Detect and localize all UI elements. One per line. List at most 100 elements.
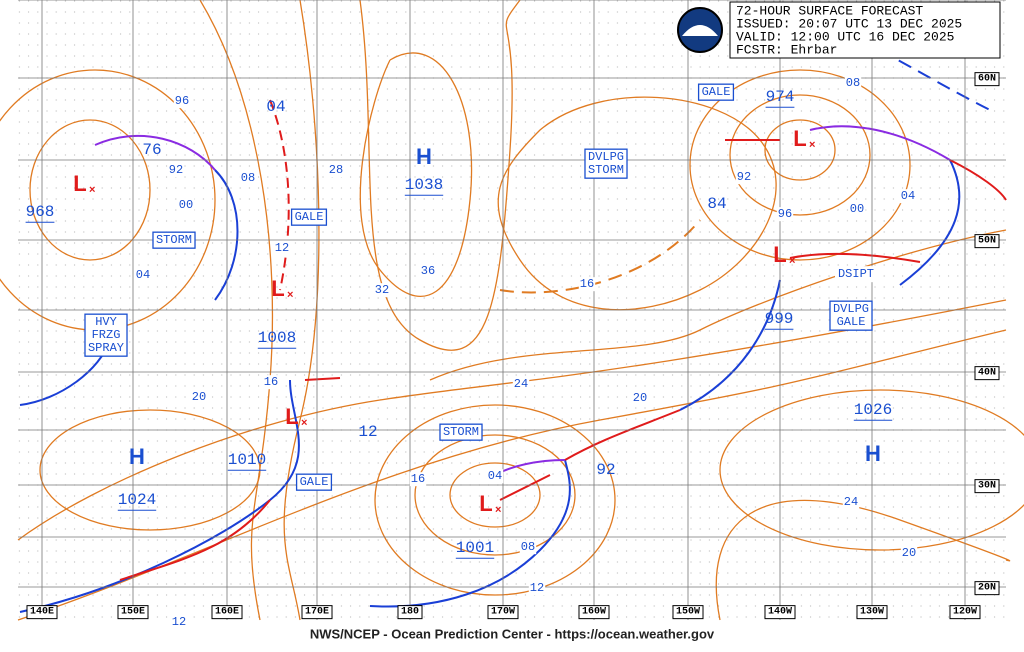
- secondary-pressure: 76: [142, 141, 161, 159]
- warning-line: FRZG: [92, 328, 121, 342]
- lat-label-box: [974, 479, 1000, 494]
- lon-label-box: [578, 605, 610, 620]
- center-pressure: 999: [765, 310, 794, 328]
- isobar-label: 08: [846, 76, 860, 90]
- secondary-pressure: 12: [358, 423, 377, 441]
- isobar-label-bg: [519, 540, 537, 555]
- lon-label: 130W: [860, 607, 884, 618]
- isobar-label-bg: [842, 495, 860, 510]
- isobar-label: 20: [633, 391, 647, 405]
- isobar-label: 20: [902, 546, 916, 560]
- isobar-label-bg: [173, 94, 191, 109]
- isobar-label: 08: [521, 540, 535, 554]
- isobar-label: 96: [175, 94, 189, 108]
- center-pressure: 1001: [456, 539, 494, 557]
- isobar-label-bg: [373, 283, 391, 298]
- lon-label: 150W: [676, 607, 700, 618]
- isobar-label: 24: [844, 495, 858, 509]
- warning-box: [829, 300, 873, 331]
- isobar-label: 92: [737, 170, 751, 184]
- lon-label-box: [764, 605, 796, 620]
- fronts: [19, 39, 1007, 613]
- isobar-label: 32: [375, 283, 389, 297]
- labels: 60N 50N 40N 30N 20N 140E 150E 160E 170E 180 170W 16…: [25, 72, 1000, 630]
- isobar-label: 36: [421, 264, 435, 278]
- center-pressure: 1026: [854, 401, 892, 419]
- lat-label: 20N: [978, 583, 996, 594]
- header-line: 72-HOUR SURFACE FORECAST: [736, 3, 923, 18]
- isobar-label-bg: [900, 546, 918, 561]
- center-x: ×: [287, 289, 293, 301]
- isobar-label-bg: [899, 189, 917, 204]
- center-letter: L: [73, 171, 86, 196]
- lon-label-box: [301, 605, 333, 620]
- footer: NWS/NCEP - Ocean Prediction Center - htt…: [310, 626, 715, 641]
- center-letter: H: [416, 144, 432, 169]
- isobar-label-bg: [735, 170, 753, 185]
- lon-label: 160W: [582, 607, 606, 618]
- center-pressure: 1010: [228, 451, 266, 469]
- warning-line: DVLPG: [588, 150, 624, 164]
- center-letter: L: [793, 126, 806, 151]
- isobar-label-bg: [262, 375, 280, 390]
- isobar-label-bg: [528, 581, 546, 596]
- warning-box: [295, 473, 333, 491]
- center-letter: L: [773, 242, 786, 267]
- center-letter: L: [285, 404, 298, 429]
- header-line: ISSUED: 20:07 UTC 13 DEC 2025: [736, 16, 962, 31]
- isobar-label-bg: [177, 198, 195, 213]
- lon-label-box: [672, 605, 704, 620]
- lat-label: 30N: [978, 481, 996, 492]
- isobar-label-bg: [578, 277, 596, 292]
- lat-label-box: [974, 234, 1000, 249]
- warning-box: [84, 313, 128, 357]
- isobar-label-bg: [273, 241, 291, 256]
- lon-label-box: [397, 605, 423, 620]
- isobar-label: 96: [778, 207, 792, 221]
- lon-label: 160E: [215, 607, 239, 618]
- isobar-label: 20: [192, 390, 206, 404]
- isobar-label-bg: [239, 171, 257, 186]
- isobar-label-bg: [170, 615, 188, 630]
- isobar-label-bg: [190, 390, 208, 405]
- lon-label-box: [856, 605, 888, 620]
- lon-label: 140W: [768, 607, 792, 618]
- warning: STORM: [439, 423, 483, 441]
- warning: GALE: [290, 208, 328, 226]
- isobar-label: 28: [329, 163, 343, 177]
- isobar-label: 04: [901, 189, 915, 203]
- warning-line: STORM: [156, 233, 192, 247]
- lat-label: 60N: [978, 74, 996, 85]
- lon-label-box: [117, 605, 149, 620]
- isobar-label-bg: [776, 207, 794, 222]
- isobar-label: 12: [530, 581, 544, 595]
- center-letter: L: [479, 491, 492, 516]
- lon-label: 120W: [953, 607, 977, 618]
- isobar-label: 12: [275, 241, 289, 255]
- secondary-pressure: 84: [707, 195, 726, 213]
- isobar-label-bg: [848, 202, 866, 217]
- isobar-label-bg: [409, 472, 427, 487]
- warning-box: [584, 148, 628, 179]
- center-pressure: 974: [766, 88, 795, 106]
- center-x: ×: [89, 184, 95, 196]
- warning-line: GALE: [300, 475, 329, 489]
- warning-line: SPRAY: [88, 341, 124, 355]
- isobar-label-bg: [631, 391, 649, 406]
- lon-label-box: [26, 605, 58, 620]
- lat-label: 50N: [978, 236, 996, 247]
- warning-line: STORM: [588, 163, 624, 177]
- isobar-label: 08: [241, 171, 255, 185]
- lon-label: 150E: [121, 607, 145, 618]
- warning: STORM: [152, 231, 196, 249]
- warning: GALE: [697, 83, 735, 101]
- lon-label-box: [487, 605, 519, 620]
- header-box: [729, 1, 1001, 59]
- warning-box: [152, 231, 196, 249]
- warning: DSIPT: [834, 266, 878, 283]
- secondary-pressure: 04: [266, 98, 285, 116]
- isobar-label: 00: [179, 198, 193, 212]
